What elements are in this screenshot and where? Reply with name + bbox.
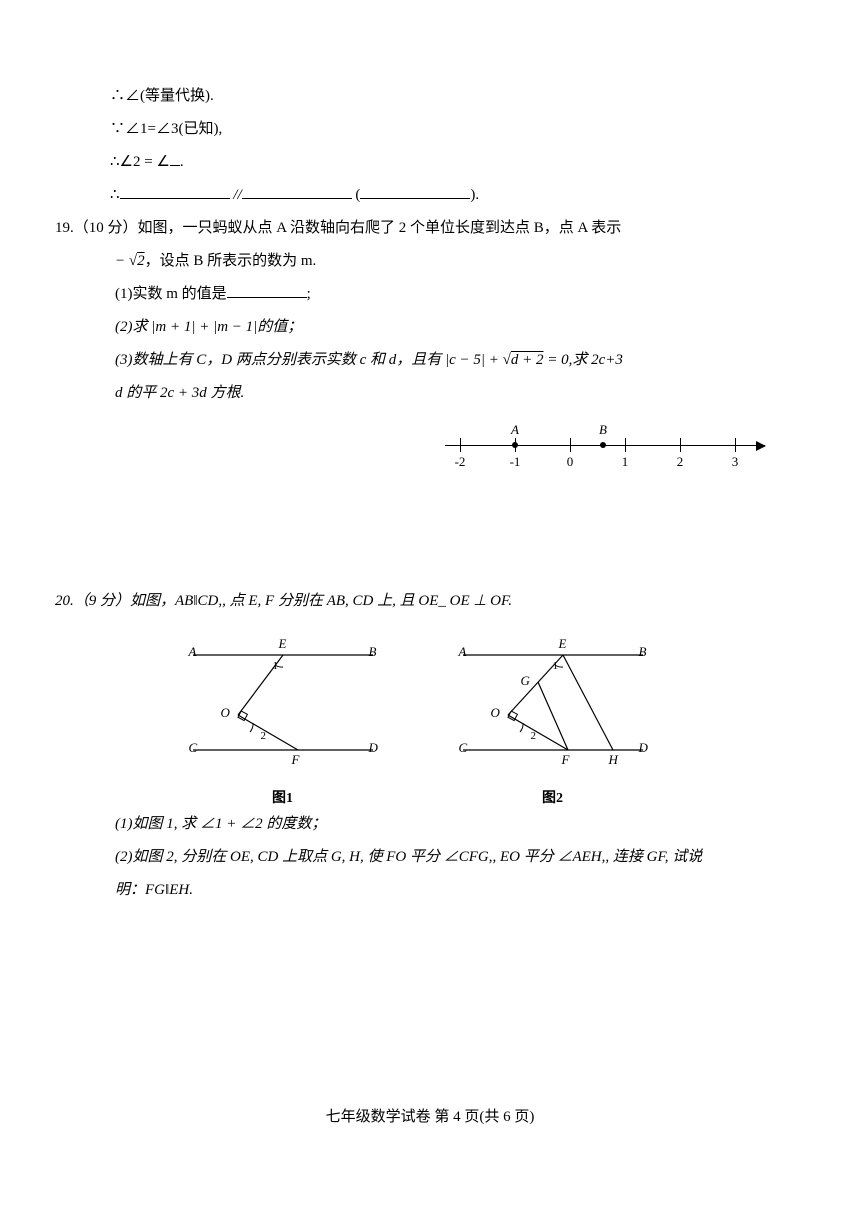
proof-l3-pre: ∴∠2 = ∠ <box>110 154 170 170</box>
fig1-label-ang1: 1 <box>273 660 279 672</box>
nl-label-3: 3 <box>732 454 739 470</box>
fig2-label-e: E <box>559 636 567 652</box>
q19-head2-pre: − <box>115 253 129 269</box>
proof-line-1: ∴∠(等量代换). <box>110 80 780 113</box>
fig1-label-d: D <box>369 740 378 756</box>
nl-label-0: 0 <box>567 454 574 470</box>
q19-p1-blank <box>227 283 307 298</box>
q19-p1: (1)实数 m 的值是; <box>115 278 780 311</box>
q19-head: 19.（10 分）如图，一只蚂蚁从点 A 沿数轴向右爬了 2 个单位长度到达点 … <box>55 212 780 245</box>
q19-p3b: d 的平 2c + 3d 方根. <box>115 377 780 410</box>
q20-p2: (2)如图 2, 分别在 OE, CD 上取点 G, H, 使 FO 平分 ∠C… <box>115 841 780 874</box>
q19-p3a-sqrt: d + 2 <box>511 352 544 368</box>
proof-l3-blank <box>170 151 180 166</box>
q19-p3a-post: = 0,求 2c+3 <box>544 352 623 368</box>
figure-2: A B C D E F O G H 1 2 图2 <box>453 630 653 800</box>
page-footer: 七年级数学试卷 第 4 页(共 6 页) <box>0 1105 860 1126</box>
nl-tick <box>680 438 681 452</box>
fig1-label-c: C <box>189 740 198 756</box>
proof-line-2: ∵∠1=∠3(已知), <box>110 113 780 146</box>
q20-p3-text: 明：FG‖EH. <box>115 882 193 898</box>
q19-head2-post: ，设点 B 所表示的数为 m. <box>145 253 317 269</box>
fig1-caption: 图1 <box>183 787 383 807</box>
q19-p3a: (3)数轴上有 C，D 两点分别表示实数 c 和 d，且有 |c − 5| + … <box>115 344 780 377</box>
q19-p2: (2)求 |m + 1| + |m − 1|的值； <box>115 311 780 344</box>
figure-2-svg <box>453 630 653 780</box>
nl-label-1: 1 <box>622 454 629 470</box>
figure-1: A B C D E F O 1 2 图1 <box>183 630 383 800</box>
fig2-label-o: O <box>491 705 500 721</box>
nl-ptlabel-b: B <box>599 422 607 438</box>
proof-l4-blank2 <box>242 184 352 199</box>
nl-tick <box>570 438 571 452</box>
q20-p1-text: (1)如图 1, 求 ∠1 + ∠2 的度数； <box>115 816 326 832</box>
geometry-diagrams-row: A B C D E F O 1 2 图1 A B C D E F O G H 1 <box>55 630 780 800</box>
fig1-label-f: F <box>292 752 300 768</box>
fig1-label-o: O <box>221 705 230 721</box>
nl-point-a <box>512 442 518 448</box>
nl-arrow-icon <box>756 441 766 451</box>
fig1-label-b: B <box>369 644 377 660</box>
q19-p3a-pre: (3)数轴上有 C，D 两点分别表示实数 c 和 d，且有 |c − 5| + <box>115 352 503 368</box>
number-line-diagram: -2 -1 0 1 2 3 A B <box>445 420 765 470</box>
fig1-label-ang2: 2 <box>261 730 267 742</box>
q20-p1: (1)如图 1, 求 ∠1 + ∠2 的度数； <box>115 808 780 841</box>
fig2-label-f: F <box>562 752 570 768</box>
q20-head-text: 20.（9 分）如图，AB‖CD,, 点 E, F 分别在 AB, CD 上, … <box>55 593 512 609</box>
nl-tick <box>735 438 736 452</box>
q19-p1-pre: (1)实数 m 的值是 <box>115 286 227 302</box>
fig2-label-ang2: 2 <box>531 730 537 742</box>
proof-l4-blank1 <box>120 184 230 199</box>
nl-point-b <box>600 442 606 448</box>
q19-p1-post: ; <box>307 286 311 302</box>
nl-label-2: 2 <box>677 454 684 470</box>
q19-p2-text: (2)求 |m + 1| + |m − 1|的值； <box>115 319 302 335</box>
q19-head2-sqrt: 2 <box>137 253 145 269</box>
fig1-label-a: A <box>189 644 197 660</box>
proof-l4-close: ). <box>470 187 479 203</box>
q19-head2: − √2，设点 B 所表示的数为 m. <box>115 245 780 278</box>
fig2-label-c: C <box>459 740 468 756</box>
fig2-caption: 图2 <box>453 787 653 807</box>
proof-l4-blank3 <box>360 184 470 199</box>
proof-l4-pre: ∴ <box>110 187 120 203</box>
fig2-label-b: B <box>639 644 647 660</box>
figure-1-svg <box>183 630 383 780</box>
q20-p2-text: (2)如图 2, 分别在 OE, CD 上取点 G, H, 使 FO 平分 ∠C… <box>115 849 702 865</box>
proof-line-3: ∴∠2 = ∠. <box>110 146 780 179</box>
nl-tick <box>460 438 461 452</box>
proof-line-4: ∴ // (). <box>110 179 780 212</box>
nl-label-m2: -2 <box>455 454 466 470</box>
fig2-label-ang1: 1 <box>553 660 559 672</box>
proof-l3-dot: . <box>180 154 184 170</box>
spacer <box>55 470 780 585</box>
fig2-label-a: A <box>459 644 467 660</box>
fig2-label-d: D <box>639 740 648 756</box>
fig2-label-g: G <box>521 673 530 689</box>
q20-head: 20.（9 分）如图，AB‖CD,, 点 E, F 分别在 AB, CD 上, … <box>55 585 780 618</box>
nl-ptlabel-a: A <box>511 422 519 438</box>
fig2-label-h: H <box>609 752 618 768</box>
nl-label-m1: -1 <box>510 454 521 470</box>
q20-p3: 明：FG‖EH. <box>115 874 780 907</box>
nl-tick <box>625 438 626 452</box>
proof-l4-mid: // <box>233 187 241 203</box>
q19-p3b-text: d 的平 2c + 3d 方根. <box>115 385 244 401</box>
fig1-label-e: E <box>279 636 287 652</box>
